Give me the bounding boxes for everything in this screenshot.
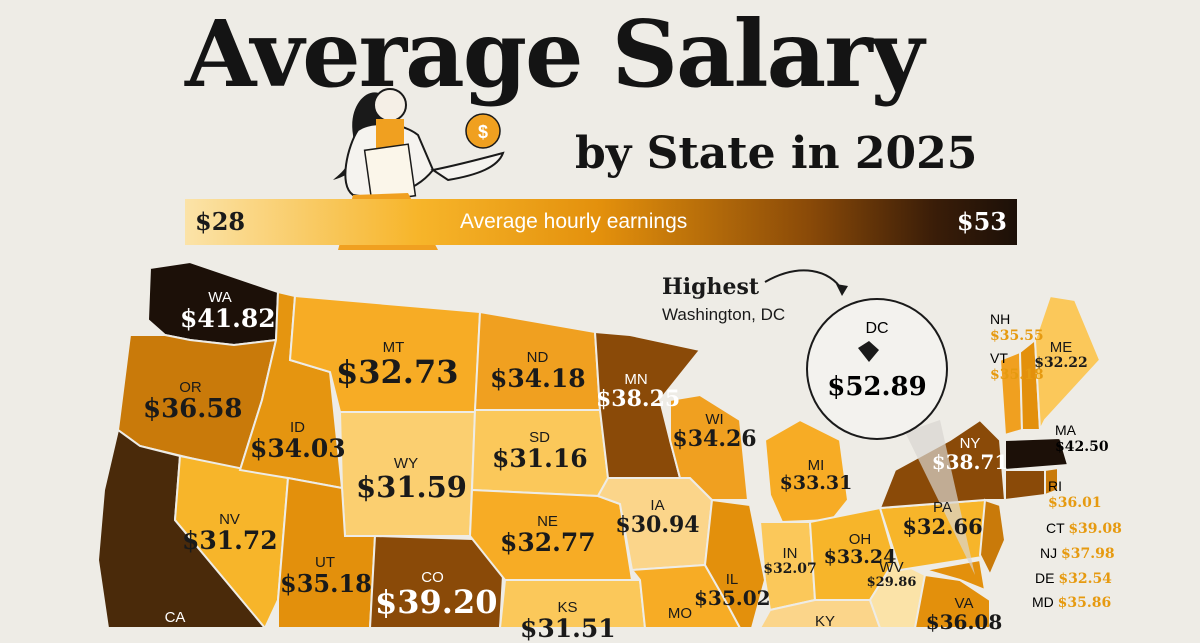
state-me	[1033, 294, 1102, 434]
legend-low: $28	[195, 207, 246, 236]
state-ma	[1004, 436, 1070, 472]
state-ct	[1004, 469, 1046, 502]
label-wi: WI $34.26	[672, 411, 757, 452]
highest-location: Washington, DC	[662, 305, 786, 324]
label-wy: WY $31.59	[356, 455, 467, 504]
page-subtitle: by State in 2025	[575, 128, 978, 179]
highest-title: Highest	[662, 274, 760, 300]
label-in: IN $32.07	[763, 545, 817, 577]
label-oh: OH $33.24	[823, 531, 897, 568]
label-mo: MO	[667, 605, 693, 622]
label-me: ME $32.22	[1034, 339, 1088, 371]
label-nv: NV $31.72	[182, 511, 278, 555]
label-nj: NJ $37.98	[1040, 545, 1115, 562]
us-map	[96, 260, 1102, 628]
legend-high: $53	[956, 207, 1007, 236]
coin-icon	[465, 113, 501, 149]
label-id: ID $34.03	[250, 419, 346, 463]
dc-shape-icon	[858, 341, 879, 362]
label-pa: PA $32.66	[902, 499, 983, 539]
label-ne: NE $32.77	[500, 513, 596, 557]
label-ks: KS $31.51	[520, 599, 616, 643]
state-md	[924, 558, 987, 592]
state-mi	[763, 418, 850, 524]
color-legend: $28 Average hourly earnings $53	[185, 199, 1017, 245]
label-ny: NY $38.71	[931, 435, 1009, 474]
legend-label: Average hourly earnings	[460, 210, 688, 233]
label-mn: MN $38.25	[596, 371, 681, 412]
label-sd: SD $31.16	[492, 429, 588, 473]
label-il: IL $35.02	[694, 571, 771, 610]
label-wv: WV $29.86	[866, 559, 917, 590]
label-ct: CT $39.08	[1046, 520, 1122, 537]
state-nj	[978, 498, 1007, 578]
label-nh: NH $35.55	[990, 311, 1044, 344]
state-il	[703, 498, 767, 628]
label-wa: WA $41.82	[180, 289, 276, 333]
dc-abbr: DC	[865, 320, 889, 337]
dollar-icon: $	[478, 122, 488, 142]
label-mt: MT $32.73	[336, 339, 459, 391]
label-mi: MI $33.31	[779, 457, 853, 494]
highlight-arrow	[764, 269, 843, 291]
label-de: DE $32.54	[1035, 570, 1112, 587]
dc-callout: DC $52.89	[806, 298, 948, 440]
label-ky: KY	[814, 613, 835, 630]
state-co	[368, 534, 507, 628]
state-ks	[498, 579, 647, 628]
label-ca: CA	[164, 609, 186, 626]
label-ri: RI $36.01	[1048, 478, 1102, 511]
label-ma: MA $42.50	[1055, 422, 1109, 455]
state-ri	[1044, 466, 1059, 497]
label-ut: UT $35.18	[280, 554, 372, 598]
arrow-head-icon	[836, 284, 848, 296]
label-ia: IA $30.94	[615, 497, 700, 538]
label-md: MD $35.86	[1032, 594, 1112, 611]
label-nd: ND $34.18	[490, 349, 586, 393]
dc-value: $52.89	[827, 372, 927, 402]
woman-head-icon	[373, 88, 407, 122]
dc-connector	[905, 420, 975, 575]
hand-icon	[430, 151, 505, 182]
label-va: VA $36.08	[925, 595, 1003, 634]
label-vt: VT $35.18	[990, 350, 1044, 383]
label-or: OR $36.58	[143, 379, 243, 424]
page-title: Average Salary	[185, 0, 924, 108]
state-va	[913, 573, 991, 628]
label-co: CO $39.20	[375, 569, 498, 621]
